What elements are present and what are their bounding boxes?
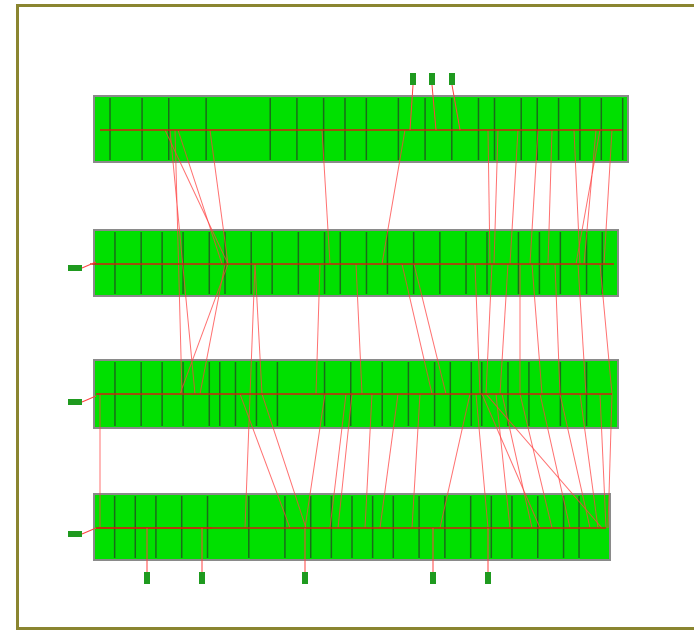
connector-line [174,129,183,395]
connector-line [577,263,587,395]
connector-line [575,129,601,265]
connector-line [355,263,363,395]
connector-line [364,393,373,529]
connector-line [261,393,307,529]
connector-line [501,393,533,529]
connector-line [381,129,406,265]
connector-line [209,129,229,265]
left-terminal-marker [68,265,82,271]
connector-line [254,263,263,395]
connector-line [321,129,331,265]
connector-line [509,129,519,265]
bar-1 [93,95,629,163]
connector-line [199,263,226,395]
connector-line [554,263,561,395]
connector-line [493,129,499,265]
connector-line [413,263,447,395]
connector-line [579,393,599,529]
connector-line [547,129,553,265]
connector-line [379,393,399,529]
connector-line [485,393,603,529]
left-terminal-stem [81,527,97,535]
connector-line [539,393,571,529]
bottom-terminal-marker [430,572,436,584]
connector-line [603,129,613,265]
bottom-terminal-marker [485,572,491,584]
connector-line [599,263,613,395]
connector-line [411,393,421,529]
top-terminal-marker [429,73,435,85]
top-terminal-stem [451,84,461,131]
connector-line [239,393,291,529]
connector-line [329,393,347,529]
connector-line [474,263,481,395]
connector-line [573,129,581,265]
connector-line [401,263,433,395]
connector-line [529,129,539,265]
left-terminal-stem [81,395,97,403]
left-terminal-marker [68,399,82,405]
connector-line [519,393,553,529]
bottom-terminal-marker [199,572,205,584]
left-terminal-stem [81,261,97,269]
connector-line [495,393,511,529]
bottom-terminal-marker [302,572,308,584]
connector-line [439,393,471,529]
connector-line [607,393,613,529]
connector-line [179,263,229,395]
top-terminal-stem [409,84,414,131]
bar-2 [93,229,619,297]
connector-line [481,393,541,529]
connector-line [583,129,597,265]
bottom-terminal-marker [144,572,150,584]
left-terminal-marker [68,531,82,537]
connector-line [244,263,256,529]
connector-line [487,129,491,265]
connector-line [475,393,489,529]
connector-line [315,263,321,395]
connector-line [499,263,509,395]
connector-line [169,129,196,395]
top-terminal-stem [431,84,437,131]
connector-line [177,129,223,265]
connector-line [485,263,493,395]
connector-line [531,263,543,395]
connector-line [304,393,326,529]
top-terminal-marker [449,73,455,85]
top-terminal-marker [410,73,416,85]
connector-line [337,393,353,529]
connector-line [599,393,607,529]
connector-line [559,393,591,529]
